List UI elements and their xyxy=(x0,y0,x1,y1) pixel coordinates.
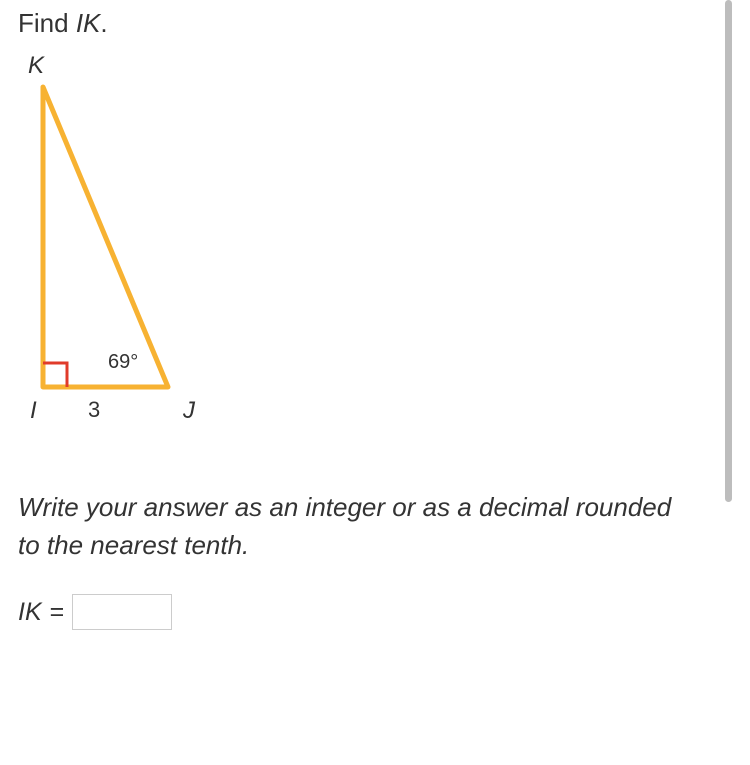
answer-lhs: IK xyxy=(18,598,42,627)
triangle-svg xyxy=(18,57,318,427)
scrollbar-track[interactable] xyxy=(725,0,732,502)
scrollbar-thumb[interactable] xyxy=(725,0,732,502)
answer-equals: = xyxy=(50,598,65,627)
right-angle-marker xyxy=(43,363,67,387)
angle-label: 69° xyxy=(108,351,138,374)
instruction-text: Write your answer as an integer or as a … xyxy=(18,489,682,564)
vertex-label-i: I xyxy=(30,397,37,425)
problem-content: Find IK. K I J 69° 3 Write your answer a… xyxy=(0,0,700,638)
answer-input[interactable] xyxy=(72,594,172,630)
vertex-label-j: J xyxy=(183,397,195,425)
prompt-variable: IK xyxy=(76,8,101,38)
triangle-shape xyxy=(43,87,168,387)
side-label: 3 xyxy=(88,397,100,423)
prompt-suffix: . xyxy=(100,8,107,38)
prompt-text: Find IK. xyxy=(18,8,682,39)
prompt-prefix: Find xyxy=(18,8,76,38)
triangle-figure: K I J 69° 3 xyxy=(18,57,318,467)
vertex-label-k: K xyxy=(28,52,44,80)
answer-row: IK = xyxy=(18,594,682,630)
